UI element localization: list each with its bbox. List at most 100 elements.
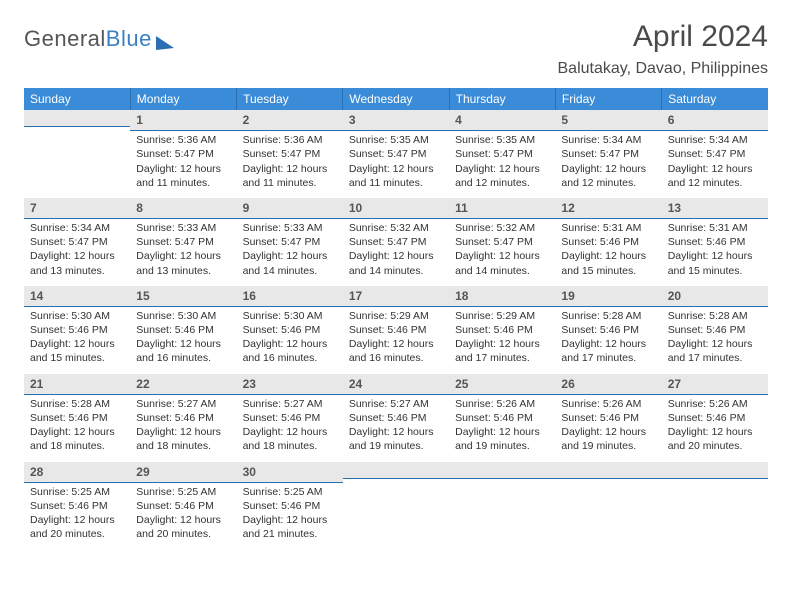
day-number: 23 xyxy=(237,374,343,395)
day-number: 26 xyxy=(555,374,661,395)
sunrise-line: Sunrise: 5:25 AM xyxy=(30,485,124,499)
calendar-cell: 21Sunrise: 5:28 AMSunset: 5:46 PMDayligh… xyxy=(24,373,130,461)
daylight-line: Daylight: 12 hours and 11 minutes. xyxy=(136,162,230,190)
day-number: 27 xyxy=(662,374,768,395)
weekday-header: Friday xyxy=(555,88,661,110)
calendar-cell: 17Sunrise: 5:29 AMSunset: 5:46 PMDayligh… xyxy=(343,285,449,373)
day-body: Sunrise: 5:36 AMSunset: 5:47 PMDaylight:… xyxy=(130,131,236,196)
logo: GeneralBlue xyxy=(24,20,174,52)
calendar-cell: 29Sunrise: 5:25 AMSunset: 5:46 PMDayligh… xyxy=(130,461,236,549)
calendar-cell: 1Sunrise: 5:36 AMSunset: 5:47 PMDaylight… xyxy=(130,110,236,197)
day-number: 24 xyxy=(343,374,449,395)
day-number: 29 xyxy=(130,462,236,483)
sunrise-line: Sunrise: 5:33 AM xyxy=(243,221,337,235)
calendar-cell: 23Sunrise: 5:27 AMSunset: 5:46 PMDayligh… xyxy=(237,373,343,461)
day-number: 11 xyxy=(449,198,555,219)
sunrise-line: Sunrise: 5:26 AM xyxy=(561,397,655,411)
sunrise-line: Sunrise: 5:32 AM xyxy=(455,221,549,235)
day-number: 7 xyxy=(24,198,130,219)
calendar-body: 1Sunrise: 5:36 AMSunset: 5:47 PMDaylight… xyxy=(24,110,768,548)
day-body: Sunrise: 5:31 AMSunset: 5:46 PMDaylight:… xyxy=(555,219,661,284)
day-body: Sunrise: 5:26 AMSunset: 5:46 PMDaylight:… xyxy=(555,395,661,460)
sunrise-line: Sunrise: 5:25 AM xyxy=(136,485,230,499)
calendar-cell xyxy=(24,110,130,197)
daylight-line: Daylight: 12 hours and 12 minutes. xyxy=(561,162,655,190)
sunrise-line: Sunrise: 5:27 AM xyxy=(349,397,443,411)
daylight-line: Daylight: 12 hours and 13 minutes. xyxy=(30,249,124,277)
day-body: Sunrise: 5:34 AMSunset: 5:47 PMDaylight:… xyxy=(555,131,661,196)
daylight-line: Daylight: 12 hours and 16 minutes. xyxy=(136,337,230,365)
sunset-line: Sunset: 5:46 PM xyxy=(349,411,443,425)
day-number: 5 xyxy=(555,110,661,131)
day-body: Sunrise: 5:34 AMSunset: 5:47 PMDaylight:… xyxy=(24,219,130,284)
calendar-cell: 25Sunrise: 5:26 AMSunset: 5:46 PMDayligh… xyxy=(449,373,555,461)
sunset-line: Sunset: 5:47 PM xyxy=(136,235,230,249)
day-body: Sunrise: 5:25 AMSunset: 5:46 PMDaylight:… xyxy=(130,483,236,548)
daylight-line: Daylight: 12 hours and 11 minutes. xyxy=(349,162,443,190)
daylight-line: Daylight: 12 hours and 17 minutes. xyxy=(561,337,655,365)
day-body: Sunrise: 5:31 AMSunset: 5:46 PMDaylight:… xyxy=(662,219,768,284)
daylight-line: Daylight: 12 hours and 15 minutes. xyxy=(668,249,762,277)
sunrise-line: Sunrise: 5:30 AM xyxy=(243,309,337,323)
calendar-week: 28Sunrise: 5:25 AMSunset: 5:46 PMDayligh… xyxy=(24,461,768,549)
sunset-line: Sunset: 5:46 PM xyxy=(455,323,549,337)
sunset-line: Sunset: 5:46 PM xyxy=(136,499,230,513)
calendar-cell: 5Sunrise: 5:34 AMSunset: 5:47 PMDaylight… xyxy=(555,110,661,197)
sunrise-line: Sunrise: 5:31 AM xyxy=(668,221,762,235)
sunrise-line: Sunrise: 5:26 AM xyxy=(668,397,762,411)
weekday-header: Saturday xyxy=(662,88,768,110)
sunset-line: Sunset: 5:46 PM xyxy=(561,411,655,425)
sunrise-line: Sunrise: 5:36 AM xyxy=(136,133,230,147)
weekday-header: Tuesday xyxy=(237,88,343,110)
daylight-line: Daylight: 12 hours and 17 minutes. xyxy=(455,337,549,365)
topbar: GeneralBlue April 2024 Balutakay, Davao,… xyxy=(24,20,768,78)
day-number: 2 xyxy=(237,110,343,131)
day-body: Sunrise: 5:27 AMSunset: 5:46 PMDaylight:… xyxy=(130,395,236,460)
sunset-line: Sunset: 5:46 PM xyxy=(243,411,337,425)
sunrise-line: Sunrise: 5:36 AM xyxy=(243,133,337,147)
daylight-line: Daylight: 12 hours and 19 minutes. xyxy=(349,425,443,453)
sunset-line: Sunset: 5:46 PM xyxy=(136,323,230,337)
daylight-line: Daylight: 12 hours and 18 minutes. xyxy=(136,425,230,453)
weekday-header: Monday xyxy=(130,88,236,110)
sunset-line: Sunset: 5:46 PM xyxy=(455,411,549,425)
weekday-header: Sunday xyxy=(24,88,130,110)
sunset-line: Sunset: 5:46 PM xyxy=(136,411,230,425)
sunrise-line: Sunrise: 5:28 AM xyxy=(668,309,762,323)
day-body: Sunrise: 5:29 AMSunset: 5:46 PMDaylight:… xyxy=(449,307,555,372)
day-number xyxy=(343,462,449,479)
day-number: 21 xyxy=(24,374,130,395)
sunset-line: Sunset: 5:46 PM xyxy=(349,323,443,337)
day-body: Sunrise: 5:32 AMSunset: 5:47 PMDaylight:… xyxy=(449,219,555,284)
sunrise-line: Sunrise: 5:25 AM xyxy=(243,485,337,499)
sunset-line: Sunset: 5:46 PM xyxy=(561,323,655,337)
calendar-cell xyxy=(449,461,555,549)
daylight-line: Daylight: 12 hours and 15 minutes. xyxy=(561,249,655,277)
sunset-line: Sunset: 5:46 PM xyxy=(668,235,762,249)
day-number: 17 xyxy=(343,286,449,307)
day-number: 12 xyxy=(555,198,661,219)
calendar-week: 21Sunrise: 5:28 AMSunset: 5:46 PMDayligh… xyxy=(24,373,768,461)
sunrise-line: Sunrise: 5:34 AM xyxy=(561,133,655,147)
sunset-line: Sunset: 5:46 PM xyxy=(243,499,337,513)
calendar-week: 14Sunrise: 5:30 AMSunset: 5:46 PMDayligh… xyxy=(24,285,768,373)
calendar-cell: 28Sunrise: 5:25 AMSunset: 5:46 PMDayligh… xyxy=(24,461,130,549)
calendar-cell: 18Sunrise: 5:29 AMSunset: 5:46 PMDayligh… xyxy=(449,285,555,373)
daylight-line: Daylight: 12 hours and 18 minutes. xyxy=(30,425,124,453)
calendar-cell: 11Sunrise: 5:32 AMSunset: 5:47 PMDayligh… xyxy=(449,197,555,285)
sunset-line: Sunset: 5:47 PM xyxy=(455,235,549,249)
daylight-line: Daylight: 12 hours and 12 minutes. xyxy=(455,162,549,190)
calendar-cell: 4Sunrise: 5:35 AMSunset: 5:47 PMDaylight… xyxy=(449,110,555,197)
sunset-line: Sunset: 5:47 PM xyxy=(561,147,655,161)
calendar-week: 7Sunrise: 5:34 AMSunset: 5:47 PMDaylight… xyxy=(24,197,768,285)
page-subtitle: Balutakay, Davao, Philippines xyxy=(558,60,769,78)
sunrise-line: Sunrise: 5:28 AM xyxy=(30,397,124,411)
sunrise-line: Sunrise: 5:30 AM xyxy=(136,309,230,323)
day-number: 30 xyxy=(237,462,343,483)
sunrise-line: Sunrise: 5:29 AM xyxy=(349,309,443,323)
calendar-cell: 8Sunrise: 5:33 AMSunset: 5:47 PMDaylight… xyxy=(130,197,236,285)
day-body: Sunrise: 5:30 AMSunset: 5:46 PMDaylight:… xyxy=(24,307,130,372)
sunrise-line: Sunrise: 5:27 AM xyxy=(243,397,337,411)
title-block: April 2024 Balutakay, Davao, Philippines xyxy=(558,20,769,78)
sunset-line: Sunset: 5:47 PM xyxy=(349,235,443,249)
